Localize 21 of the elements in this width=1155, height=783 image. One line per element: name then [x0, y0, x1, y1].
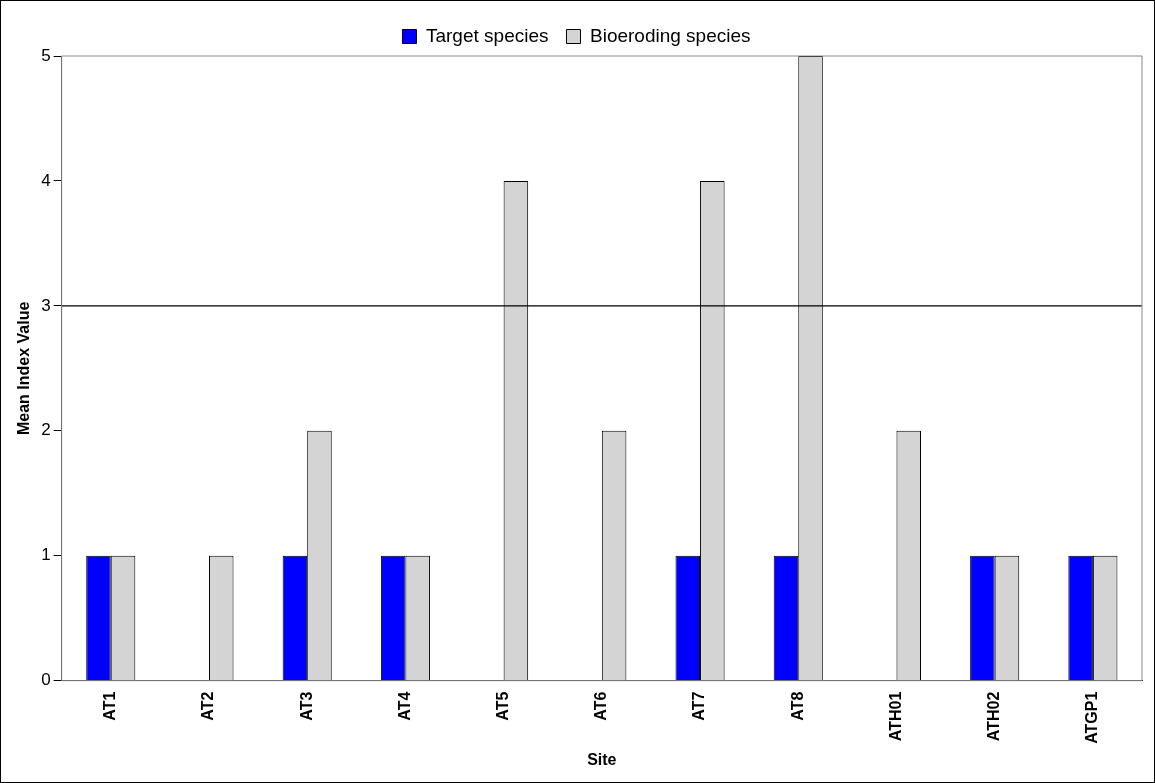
- x-tick-label: AT6: [592, 691, 610, 721]
- legend-label: Target species: [425, 24, 549, 46]
- x-tick-label: AT1: [101, 691, 119, 721]
- x-axis-title: Site: [587, 750, 617, 768]
- x-tick-label: AT2: [199, 691, 217, 721]
- y-tick-label: 5: [41, 45, 51, 65]
- x-tick-label: ATH02: [985, 691, 1003, 742]
- y-axis-title: Mean Index Value: [15, 301, 33, 436]
- x-tick-label: ATH01: [886, 691, 904, 742]
- x-tick-label: AT4: [395, 691, 413, 721]
- x-tick-label: AT5: [494, 691, 512, 721]
- y-tick-label: 4: [41, 170, 51, 190]
- y-tick-label: 0: [41, 670, 51, 690]
- y-tick-label: 1: [41, 545, 51, 565]
- x-tick-label: ATGP1: [1083, 691, 1101, 744]
- y-tick-label: 2: [41, 420, 51, 440]
- x-tick-label: AT7: [690, 691, 708, 721]
- legend-label: Bioeroding species: [589, 24, 751, 46]
- y-tick-label: 3: [41, 295, 51, 315]
- x-tick-label: AT8: [788, 691, 806, 721]
- x-tick-label: AT3: [297, 691, 315, 721]
